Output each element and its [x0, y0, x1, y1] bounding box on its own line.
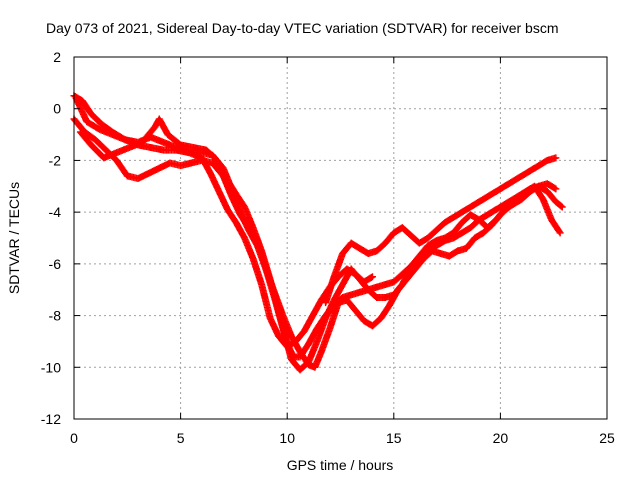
data-point [555, 228, 563, 236]
grid [74, 57, 607, 419]
y-tick-label: -2 [49, 152, 62, 168]
data-point [368, 273, 376, 281]
y-tick-label: -8 [49, 308, 62, 324]
y-tick-label: -12 [41, 411, 61, 427]
y-tick-label: -4 [49, 204, 62, 220]
data-point [558, 203, 566, 211]
series-track-4 [322, 154, 560, 307]
chart-title: Day 073 of 2021, Sidereal Day-to-day VTE… [46, 20, 559, 36]
data-point [556, 229, 564, 237]
x-tick-label: 25 [599, 430, 615, 446]
plot-frame [73, 56, 608, 420]
y-tick-label: 2 [53, 49, 61, 65]
y-axis-label: SDTVAR / TECUs [6, 182, 22, 294]
series-track-5 [72, 94, 376, 351]
x-tick-label: 20 [493, 430, 509, 446]
data-point [557, 202, 565, 210]
y-tick-label: 0 [53, 101, 61, 117]
x-tick-label: 15 [386, 430, 402, 446]
plot-area [70, 92, 566, 374]
x-tick-label: 0 [70, 430, 78, 446]
y-tick-label: -6 [49, 256, 62, 272]
data-point [552, 185, 560, 193]
x-tick-label: 10 [279, 430, 295, 446]
x-tick-label: 5 [177, 430, 185, 446]
y-tick-label: -10 [41, 359, 61, 375]
data-point [552, 154, 560, 162]
series-track-3 [76, 115, 560, 374]
x-axis-label: GPS time / hours [287, 457, 394, 473]
